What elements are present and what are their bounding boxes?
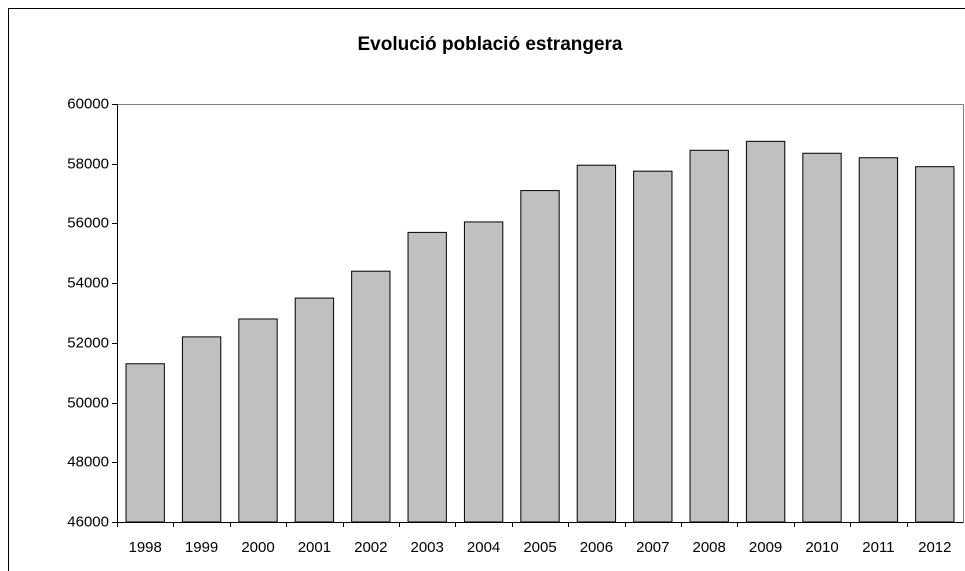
y-tick-label: 56000: [67, 214, 109, 231]
x-tick-label: 2003: [411, 539, 444, 556]
y-tick-label: 54000: [67, 274, 109, 291]
bar: [576, 164, 617, 523]
bar: [463, 221, 504, 523]
bar: [689, 149, 729, 523]
bar: [915, 166, 955, 523]
y-tick-label: 50000: [67, 394, 109, 411]
bar: [294, 297, 335, 523]
chart-title: Evolució població estrangera: [357, 34, 622, 55]
x-tick-label: 2004: [467, 539, 500, 556]
x-tick-label: 2008: [693, 539, 726, 556]
bar: [802, 152, 842, 523]
chart-border: [8, 8, 965, 571]
bar: [351, 270, 391, 523]
x-tick-label: 2009: [749, 539, 782, 556]
x-tick-label: 2012: [918, 539, 951, 556]
x-tick-label: 2011: [862, 539, 894, 556]
bar: [745, 140, 786, 523]
x-tick-label: 2005: [523, 539, 556, 556]
bar: [181, 336, 222, 523]
bar: [407, 231, 447, 523]
x-tick-label: 2007: [636, 539, 669, 556]
bar: [238, 318, 278, 523]
x-tick-label: 1999: [185, 539, 218, 556]
y-tick-label: 58000: [67, 155, 109, 172]
x-tick-label: 1998: [129, 539, 162, 556]
x-tick-label: 2006: [580, 539, 613, 556]
x-tick-label: 2000: [241, 539, 274, 556]
bar: [520, 190, 560, 523]
x-tick-label: 2001: [298, 539, 331, 556]
y-tick-label: 46000: [67, 513, 109, 530]
y-tick-label: 60000: [67, 95, 109, 112]
y-tick-label: 52000: [67, 334, 109, 351]
x-tick-label: 2010: [805, 539, 838, 556]
bar: [633, 170, 673, 523]
x-tick-label: 2002: [354, 539, 387, 556]
bar: [125, 363, 165, 523]
y-tick-label: 48000: [67, 453, 109, 470]
bar: [858, 157, 899, 523]
